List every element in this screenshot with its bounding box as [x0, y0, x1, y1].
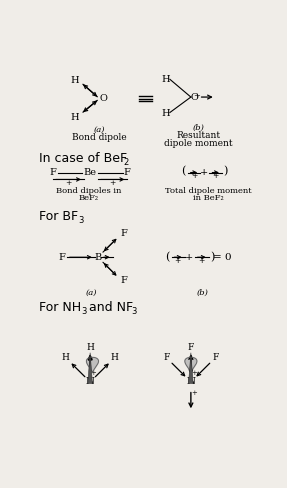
Text: In case of BeF: In case of BeF [39, 152, 127, 165]
Polygon shape [86, 357, 98, 373]
Text: +: + [191, 172, 197, 181]
Text: (b): (b) [197, 288, 208, 297]
Text: = 0: = 0 [213, 253, 231, 262]
Text: ): ) [210, 252, 215, 263]
Text: F: F [124, 168, 131, 177]
Text: F: F [121, 277, 127, 285]
Text: F: F [212, 353, 219, 362]
Text: in BeF₂: in BeF₂ [193, 194, 223, 202]
Text: F: F [49, 168, 56, 177]
Text: F: F [59, 253, 66, 262]
Text: H: H [70, 76, 79, 84]
Text: 3: 3 [81, 306, 86, 316]
Polygon shape [88, 353, 92, 384]
Text: O: O [99, 94, 107, 103]
Text: (b): (b) [193, 124, 205, 132]
Text: N: N [187, 377, 195, 386]
Text: +: + [109, 179, 116, 187]
Text: ): ) [224, 166, 228, 176]
Text: BeF₂: BeF₂ [79, 194, 99, 202]
Text: +: + [174, 257, 181, 265]
Text: +: + [65, 179, 72, 187]
Text: F: F [188, 343, 194, 352]
Polygon shape [189, 353, 193, 384]
Text: Bond dipoles in: Bond dipoles in [56, 187, 121, 195]
Text: +: + [185, 253, 193, 262]
Text: 3: 3 [131, 306, 137, 316]
Text: O: O [191, 93, 199, 102]
Text: Bond dipole: Bond dipole [72, 133, 127, 142]
Text: 2: 2 [123, 158, 129, 167]
Text: +: + [193, 92, 200, 101]
Text: Total dipole moment: Total dipole moment [165, 187, 251, 195]
Text: F: F [163, 353, 169, 362]
Text: +: + [200, 168, 208, 177]
Text: B: B [94, 253, 102, 262]
Text: H: H [111, 353, 119, 362]
Text: N: N [86, 377, 94, 386]
Text: (a): (a) [94, 125, 105, 133]
Text: H: H [86, 343, 94, 352]
Text: Be: Be [84, 168, 97, 177]
Text: +: + [191, 369, 197, 377]
Text: dipole moment: dipole moment [164, 139, 233, 148]
Text: +: + [191, 389, 197, 397]
Text: For BF: For BF [39, 210, 78, 223]
Text: (a): (a) [86, 288, 97, 297]
Text: For NH: For NH [39, 301, 81, 314]
Text: H: H [162, 109, 170, 119]
Polygon shape [185, 357, 197, 373]
Text: +: + [199, 257, 205, 265]
Text: 3: 3 [79, 216, 84, 224]
Text: +: + [212, 172, 219, 181]
Text: (: ( [181, 166, 185, 176]
Text: (: ( [165, 252, 170, 263]
Text: and NF: and NF [86, 301, 134, 314]
Text: H: H [70, 113, 79, 122]
Text: +: + [90, 369, 96, 377]
Text: Resultant: Resultant [177, 131, 221, 140]
Text: F: F [121, 229, 127, 238]
Text: H: H [162, 75, 170, 84]
Text: H: H [61, 353, 69, 362]
